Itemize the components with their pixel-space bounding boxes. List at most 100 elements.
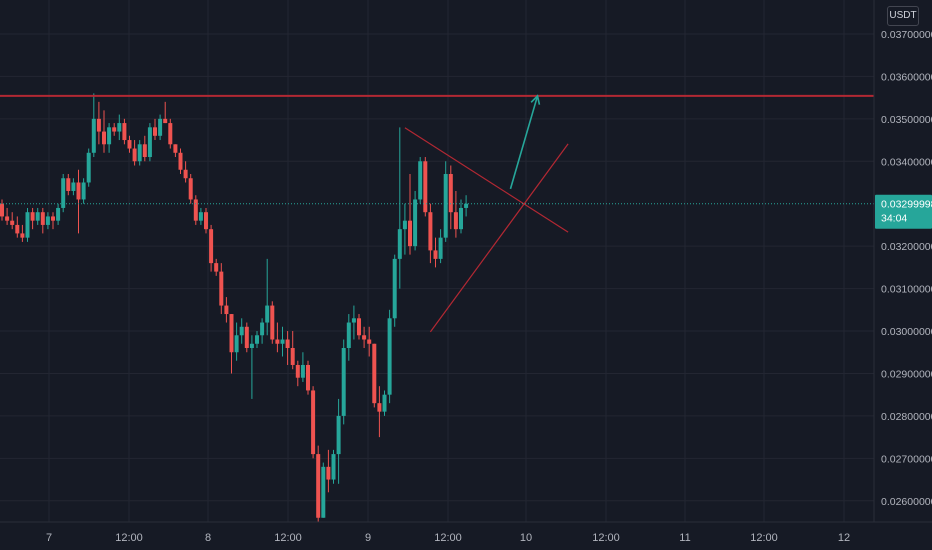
current-price-badge (875, 194, 932, 229)
candle-body (341, 348, 346, 416)
candle-body (336, 415, 341, 455)
candle-body (331, 454, 336, 480)
candle-body (377, 403, 382, 412)
candle-body (96, 118, 101, 132)
time-tick-label: 12 (838, 532, 850, 544)
candle-body (0, 203, 4, 217)
time-axis (0, 522, 932, 550)
breakout-arrow-head (530, 94, 541, 105)
candle-body (132, 148, 137, 162)
time-tick-label: 10 (520, 532, 532, 544)
candle-body (265, 305, 270, 323)
price-tick-label: 0.02600000 (881, 496, 932, 508)
candle-body (453, 212, 458, 230)
candle-body (321, 466, 326, 518)
triangle-upper-trendline[interactable] (404, 127, 569, 233)
price-tick-label: 0.02900000 (881, 368, 932, 380)
candle-body (91, 118, 96, 153)
candle-body (153, 127, 157, 136)
candle-body (402, 220, 407, 230)
price-tick-label: 0.03100000 (881, 284, 932, 296)
time-tick-label: 12:00 (274, 532, 302, 544)
candle-body (173, 144, 178, 153)
candle-body (15, 224, 20, 234)
price-tick-label: 0.02700000 (881, 453, 932, 465)
candle-body (234, 335, 239, 353)
candle-body (193, 199, 198, 221)
time-tick-label: 12:00 (592, 532, 620, 544)
candle-body (275, 339, 280, 344)
candle-body (30, 212, 35, 221)
price-tick-label: 0.03600000 (881, 71, 932, 83)
candle-body (66, 178, 71, 191)
candle-body (178, 152, 183, 170)
candle-body (316, 454, 321, 518)
candle-body (25, 212, 30, 238)
candle-body (5, 216, 10, 221)
candle-body (255, 335, 259, 344)
candle-body (239, 326, 244, 336)
currency-selector-button[interactable]: USDT (887, 6, 919, 26)
candle-body (270, 305, 275, 340)
candle-body (40, 212, 45, 225)
candle-body (280, 339, 285, 344)
candle-body (372, 343, 377, 404)
time-tick-label: 12:00 (434, 532, 462, 544)
candle-body (127, 140, 132, 149)
candle-body (448, 174, 453, 213)
breakout-arrow[interactable] (509, 95, 539, 190)
candle-body (219, 271, 224, 306)
time-tick-label: 12:00 (750, 532, 778, 544)
candle-body (244, 326, 249, 348)
candle-body (351, 318, 356, 323)
candle-body (408, 220, 412, 247)
price-tick-label: 0.03000000 (881, 326, 932, 338)
candle-body (158, 118, 163, 136)
candle-body (367, 339, 372, 344)
triangle-lower-trendline[interactable] (429, 143, 569, 333)
candle-body (122, 123, 127, 141)
price-tick-label: 0.02800000 (881, 411, 932, 423)
candle-body (45, 216, 50, 225)
candle-body (10, 220, 15, 225)
current-price-value: 0.03299998 (881, 199, 932, 211)
candle-body (397, 229, 402, 259)
price-tick-label: 0.03700000 (881, 29, 932, 41)
candle-body (56, 207, 61, 221)
candle-body (107, 127, 112, 145)
candle-body (346, 322, 351, 348)
candle-body (137, 144, 142, 162)
candle-body (433, 250, 438, 259)
candle-body (102, 131, 106, 145)
time-tick-label: 12:00 (115, 532, 143, 544)
price-axis (874, 0, 932, 550)
candle-body (443, 174, 448, 238)
candle-body (51, 216, 55, 221)
candle-body (392, 258, 397, 319)
candle-body (387, 318, 392, 395)
candle-body (249, 343, 254, 348)
candle-body (362, 335, 367, 340)
candle-body (20, 233, 25, 238)
candle-body (86, 152, 91, 183)
candle-body (76, 182, 81, 200)
candle-body (214, 263, 219, 272)
time-tick-label: 7 (46, 532, 52, 544)
candle-body (209, 229, 214, 264)
candle-body (306, 364, 310, 391)
candle-body (428, 212, 433, 251)
candle-body (229, 314, 234, 353)
candle-body (423, 161, 428, 213)
candle-body (61, 178, 66, 208)
candle-body (147, 127, 152, 158)
candle-body (438, 237, 443, 259)
candle-body (168, 123, 173, 145)
candle-body (71, 182, 76, 191)
price-tick-label: 0.03500000 (881, 114, 932, 126)
candle-body (260, 322, 265, 336)
candle-body (459, 207, 463, 230)
time-tick-label: 11 (679, 532, 690, 544)
candle-body (142, 144, 147, 158)
